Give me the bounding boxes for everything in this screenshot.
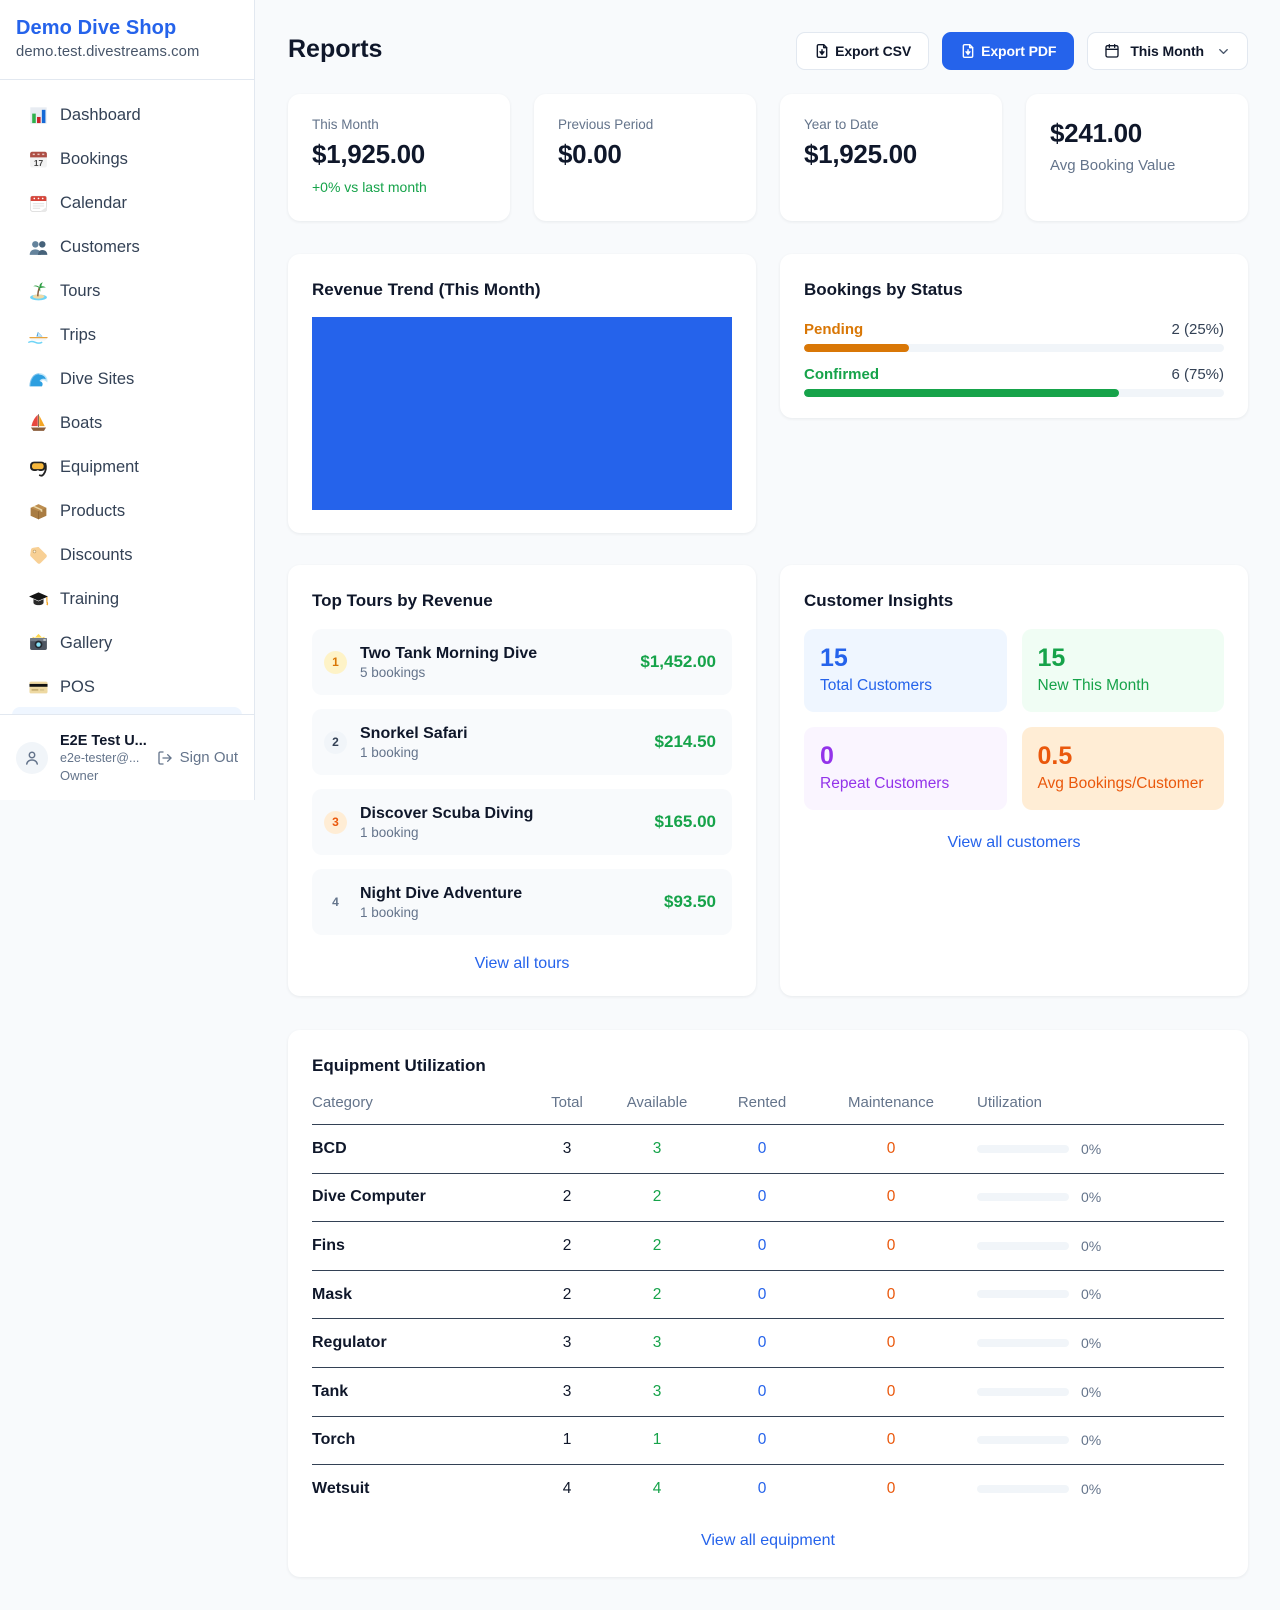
svg-text:17: 17 xyxy=(34,158,44,168)
